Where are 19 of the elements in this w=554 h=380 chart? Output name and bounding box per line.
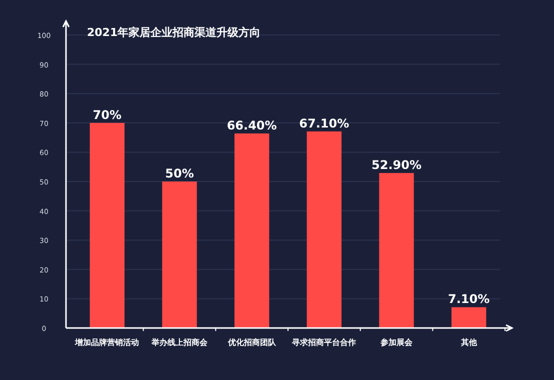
data-label: 50%	[165, 166, 194, 180]
data-label: 70%	[92, 108, 122, 122]
bar	[234, 133, 270, 328]
x-tick-label: 寻求招商平台合作	[291, 337, 356, 347]
x-tick-label: 参加展会	[380, 338, 414, 347]
x-tick-label: 举办线上招商会	[150, 337, 208, 347]
data-label: 67.10%	[299, 116, 350, 130]
bar	[90, 122, 125, 328]
data-label: 52.90%	[372, 158, 422, 172]
x-tick-label: 其他	[460, 338, 478, 347]
data-label: 7.10%	[448, 292, 490, 306]
x-tick-label: 优化招商团队	[226, 337, 277, 347]
bar	[379, 173, 414, 328]
bar	[162, 182, 197, 328]
data-label: 66.40%	[226, 118, 277, 132]
bar	[306, 131, 342, 328]
x-tick-label: 增加品牌营销活动	[74, 338, 140, 347]
bar	[451, 307, 486, 328]
chart-title: 2021年家居企业招商渠道升级方向	[87, 26, 261, 39]
